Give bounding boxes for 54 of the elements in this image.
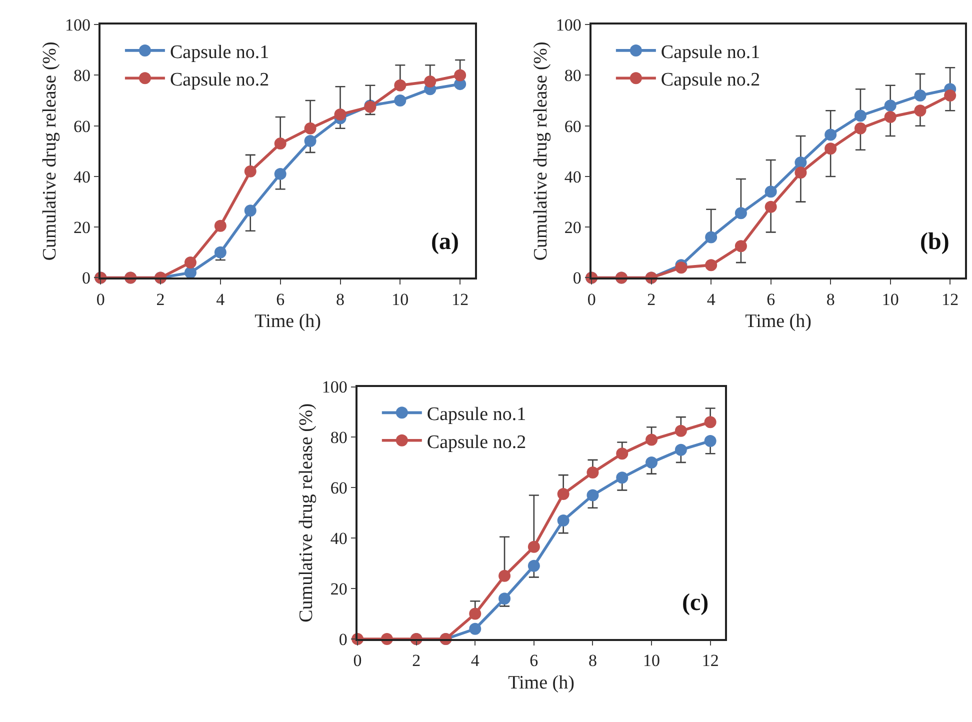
x-tick-label: 0 bbox=[96, 290, 105, 309]
y-tick-label: 80 bbox=[330, 428, 348, 448]
x-tick-label: 6 bbox=[530, 651, 538, 670]
x-tick-label: 2 bbox=[412, 651, 421, 670]
y-tick-label: 60 bbox=[73, 116, 90, 136]
x-tick-label: 4 bbox=[706, 290, 716, 309]
x-tick-label: 0 bbox=[587, 290, 596, 309]
y-axis-title: Cumulative drug release (%) bbox=[296, 403, 318, 622]
x-tick-label: 8 bbox=[826, 290, 835, 309]
y-tick-label: 0 bbox=[572, 268, 582, 288]
y-axis-title: Cumulative drug release (%) bbox=[530, 42, 552, 261]
y-tick-label: 100 bbox=[322, 378, 348, 397]
annotation: (c) bbox=[682, 590, 709, 616]
legend-label: Capsule no.1 bbox=[660, 42, 760, 63]
y-tick-label: 20 bbox=[330, 579, 348, 598]
legend-label: Capsule no.2 bbox=[170, 70, 270, 91]
y-tick-label: 80 bbox=[73, 66, 90, 86]
x-axis-title: Time (h) bbox=[745, 311, 812, 332]
annotation: (b) bbox=[920, 229, 950, 255]
x-tick-label: 2 bbox=[647, 290, 656, 309]
y-tick-label: 100 bbox=[556, 16, 582, 35]
x-tick-label: 4 bbox=[216, 290, 226, 309]
y-tick-label: 40 bbox=[330, 529, 348, 548]
y-tick-label: 20 bbox=[564, 218, 582, 238]
x-tick-label: 12 bbox=[942, 290, 959, 309]
y-tick-label: 40 bbox=[73, 167, 90, 186]
x-tick-label: 12 bbox=[702, 651, 719, 670]
x-tick-label: 4 bbox=[470, 651, 480, 670]
y-tick-label: 100 bbox=[64, 16, 90, 35]
y-tick-label: 80 bbox=[564, 66, 582, 86]
x-axis-title: Time (h) bbox=[254, 311, 321, 332]
x-tick-label: 8 bbox=[588, 651, 597, 670]
x-tick-label: 10 bbox=[643, 651, 660, 670]
x-tick-label: 10 bbox=[392, 290, 409, 309]
y-tick-label: 0 bbox=[338, 630, 348, 649]
y-tick-label: 20 bbox=[73, 218, 90, 238]
legend-label: Capsule no.1 bbox=[426, 404, 526, 426]
legend-label: Capsule no.1 bbox=[170, 42, 270, 63]
x-tick-label: 12 bbox=[452, 290, 469, 309]
x-tick-label: 10 bbox=[882, 290, 899, 309]
x-tick-label: 2 bbox=[156, 290, 165, 309]
x-tick-label: 0 bbox=[353, 651, 362, 670]
annotation: (a) bbox=[431, 229, 459, 255]
y-tick-label: 0 bbox=[82, 268, 90, 288]
x-tick-label: 6 bbox=[766, 290, 776, 309]
legend-label: Capsule no.2 bbox=[660, 70, 760, 91]
y-tick-label: 40 bbox=[564, 167, 582, 186]
x-axis-title: Time (h) bbox=[508, 672, 574, 694]
legend-label: Capsule no.2 bbox=[426, 432, 526, 453]
x-tick-label: 8 bbox=[336, 290, 344, 309]
x-tick-label: 6 bbox=[276, 290, 285, 309]
y-tick-label: 60 bbox=[330, 478, 348, 498]
y-axis-title: Cumulative drug release (%) bbox=[39, 42, 60, 261]
y-tick-label: 60 bbox=[564, 116, 582, 136]
